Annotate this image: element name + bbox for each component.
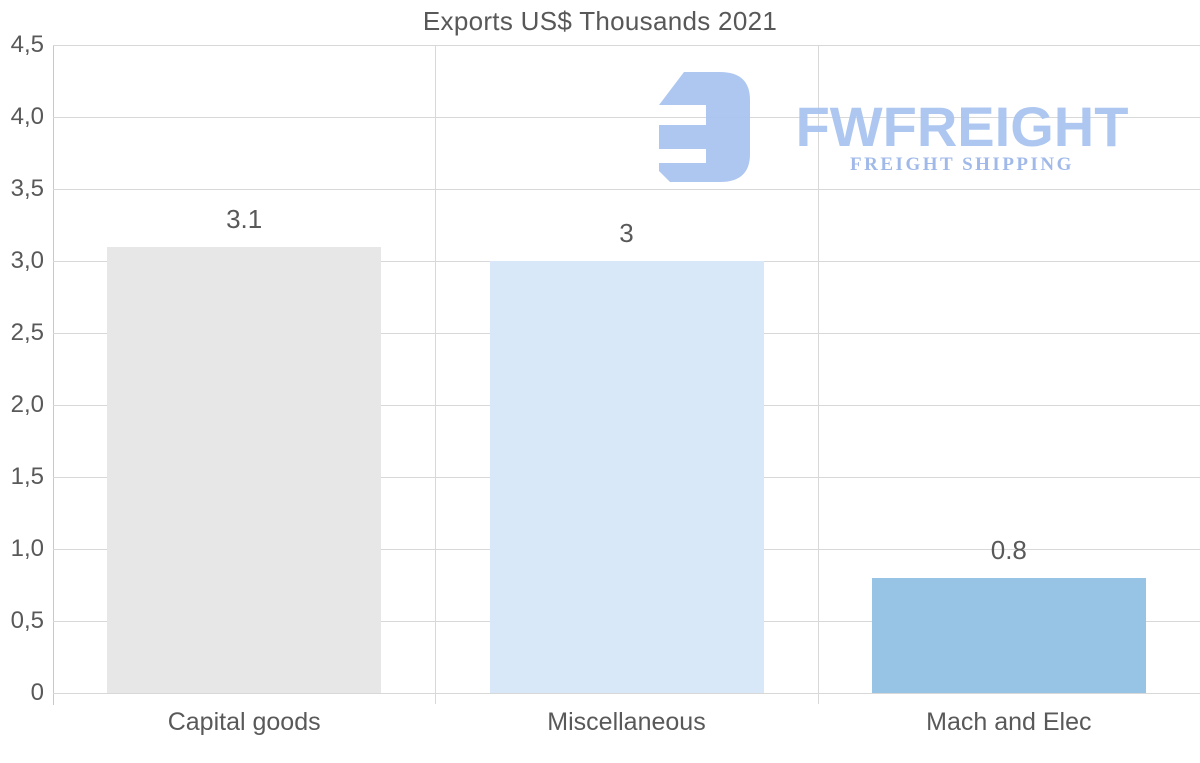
bar-value-label: 3.1 xyxy=(226,203,263,234)
y-axis-tick-label: 3,0 xyxy=(10,247,44,274)
y-axis-tick-label: 1,0 xyxy=(10,535,44,562)
y-axis-tick-label: 2,0 xyxy=(10,391,44,418)
y-axis-tick-label: 0 xyxy=(30,679,44,706)
bar-value-label: 0.8 xyxy=(990,534,1027,565)
bar-mach-and-elec xyxy=(871,577,1146,693)
gridline-vertical xyxy=(435,45,437,704)
x-axis-category-label: Capital goods xyxy=(167,708,321,736)
y-axis-tick-label: 4,0 xyxy=(10,103,44,130)
gridline-horizontal xyxy=(53,693,1200,694)
x-axis-category-label: Miscellaneous xyxy=(547,708,706,736)
bar-capital-goods xyxy=(107,246,382,693)
chart-title: Exports US$ Thousands 2021 xyxy=(422,6,778,36)
y-axis-tick-label: 4,5 xyxy=(10,31,44,58)
y-axis-tick-label: 1,5 xyxy=(10,463,44,490)
y-axis-tick-label: 2,5 xyxy=(10,319,44,346)
watermark-tagline-text: FREIGHT SHIPPING xyxy=(850,154,1074,175)
plot-area: 4,5 4,0 3,5 3,0 2,5 2,0 1,5 1,0 0,5 0 3.1 3 0.8 xyxy=(11,31,1200,706)
gridline-horizontal xyxy=(53,117,1200,118)
bar-miscellaneous xyxy=(489,261,764,693)
x-axis-category-label: Mach and Elec xyxy=(926,708,1092,736)
y-axis-tick-label: 0,5 xyxy=(10,607,44,634)
y-axis-tick-label: 3,5 xyxy=(10,175,44,202)
gridline-horizontal xyxy=(53,45,1200,46)
gridline-horizontal xyxy=(53,189,1200,190)
gridline-vertical xyxy=(817,45,819,704)
fwfreight-logo-icon xyxy=(659,72,750,182)
watermark-logo: FWFREIGHT FREIGHT SHIPPING xyxy=(650,68,1150,188)
bar-value-label: 3 xyxy=(619,218,634,248)
y-axis-line xyxy=(53,45,54,705)
watermark-brand-text: FWFREIGHT xyxy=(795,95,1129,158)
